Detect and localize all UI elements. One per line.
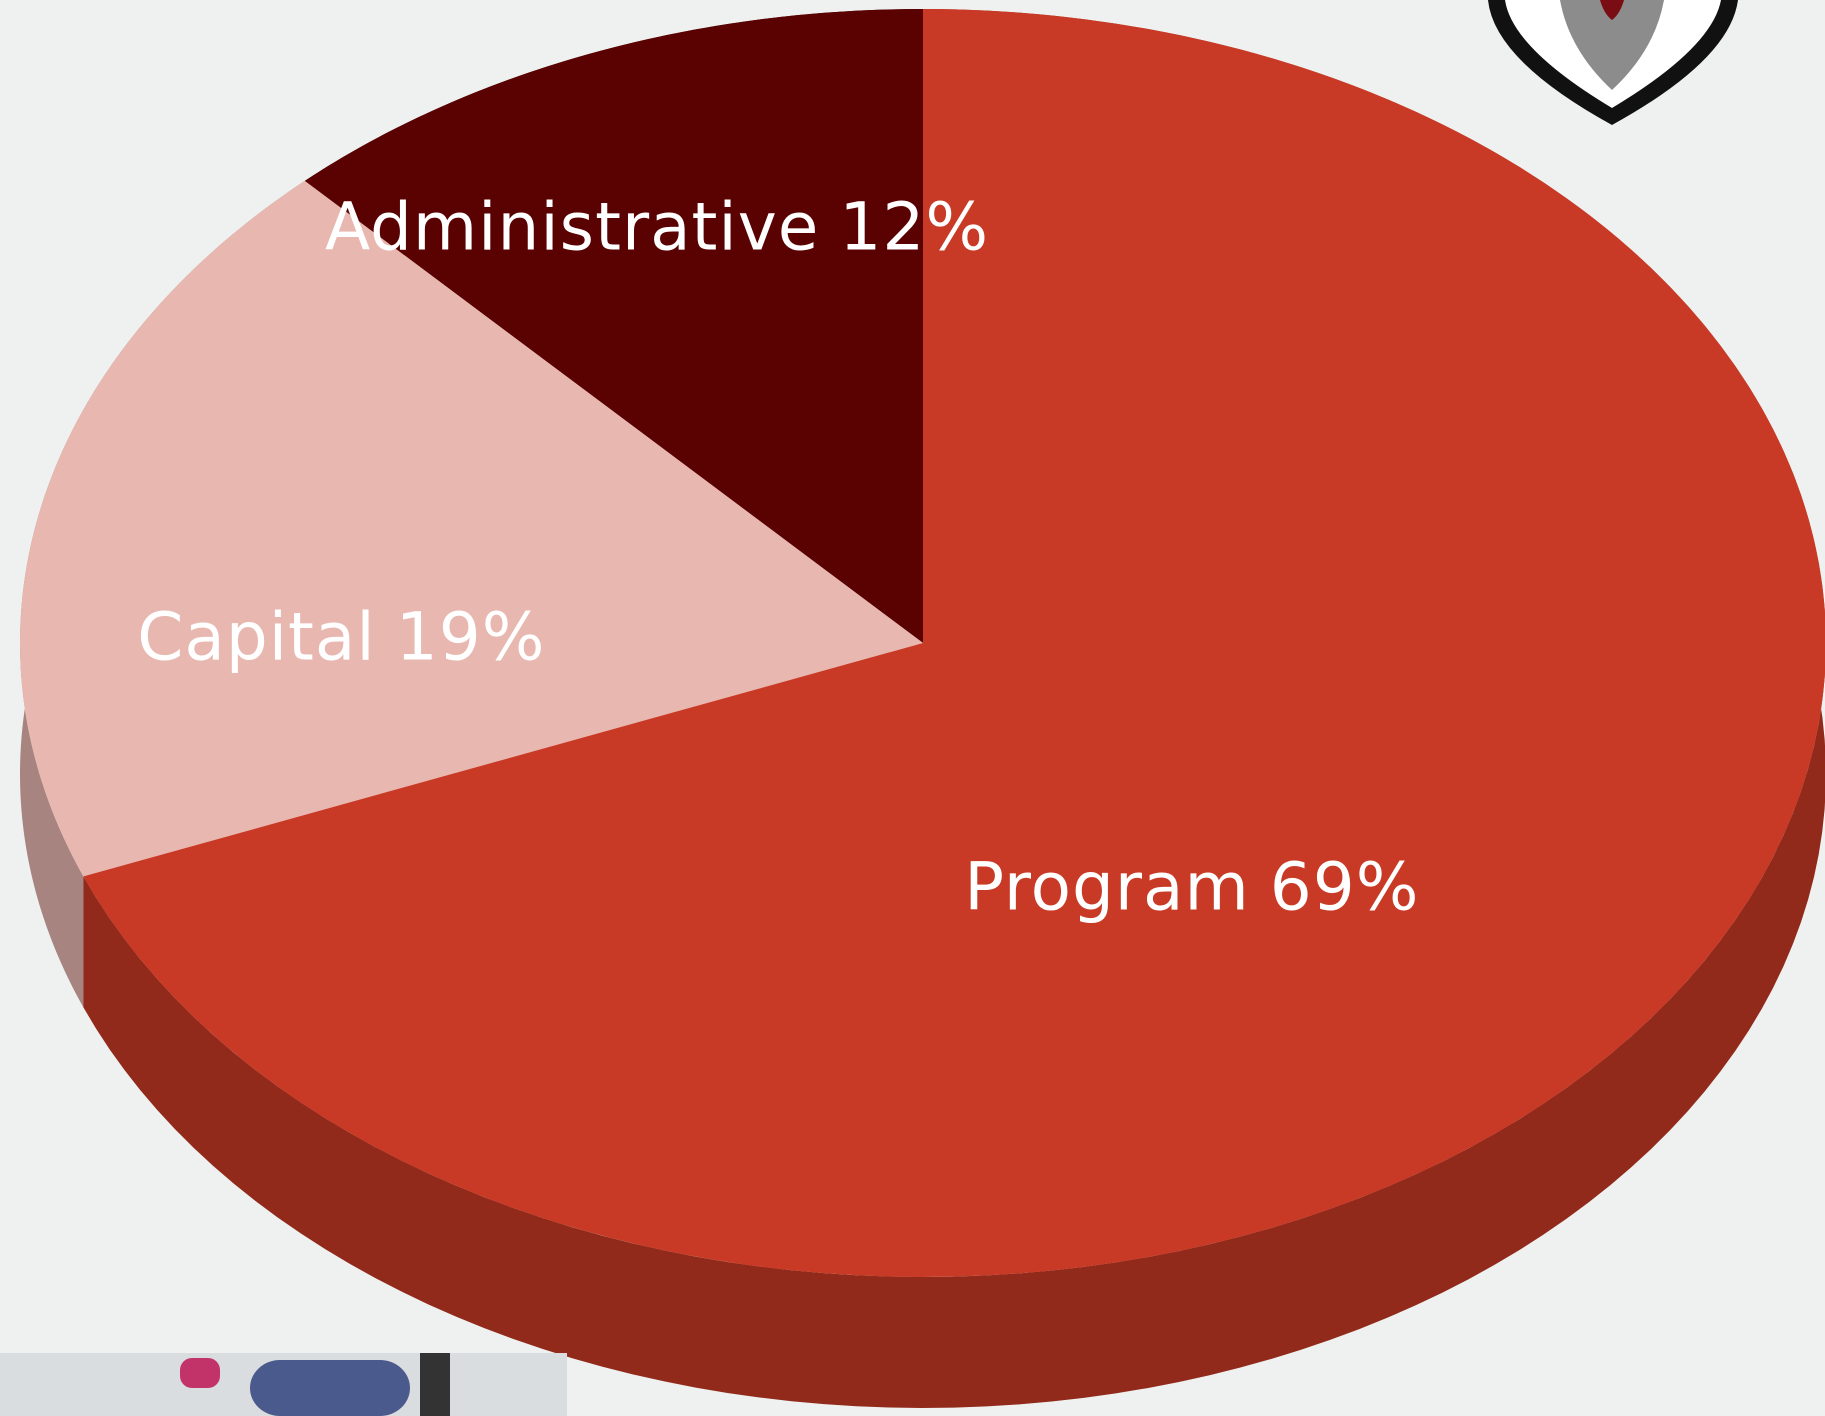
page: Administrative12%Capital19%Program69% ((… (0, 0, 1825, 1416)
slice-label-name: Capital (137, 599, 375, 676)
photo-figure (250, 1360, 410, 1416)
slice-label-name: Administrative (325, 188, 819, 265)
slice-label-name: Program (964, 848, 1249, 925)
photo (0, 1353, 567, 1416)
slice-label-value: 69% (1270, 848, 1420, 925)
photo-figure (420, 1353, 450, 1416)
slice-label-value: 12% (839, 188, 989, 265)
slice-label: Capital 19% (137, 599, 545, 676)
pie: Administrative 12% Capital 19% Program 69% (20, 9, 1825, 1408)
slice-label: Program 69% (964, 848, 1419, 925)
slice-label-value: 19% (396, 599, 546, 676)
chart: Administrative 12% Capital 19% Program 69% (0, 0, 1825, 1416)
photo-figure (180, 1358, 220, 1388)
slice-label: Administrative 12% (325, 188, 989, 265)
